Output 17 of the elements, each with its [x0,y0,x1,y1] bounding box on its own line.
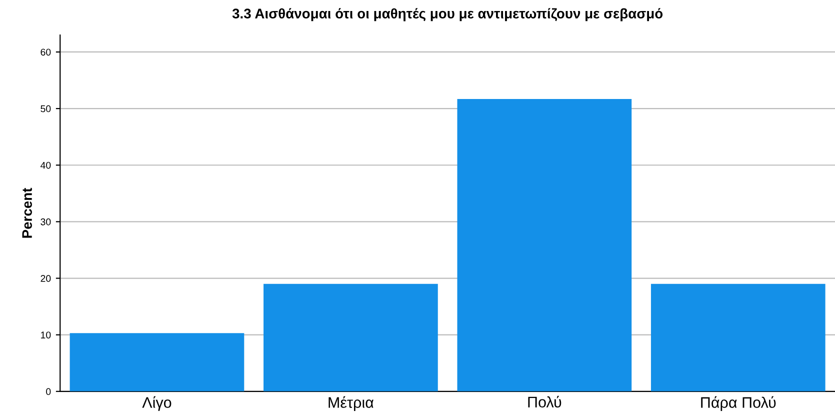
bar [457,98,632,392]
y-axis-title: Percent [22,188,32,238]
y-tick-label: 50 [40,105,51,112]
bar [650,284,826,392]
bar [264,284,438,392]
x-tick-label: Μέτρια [328,396,374,411]
y-tick-label: 30 [40,218,51,226]
y-tick-label: 10 [41,332,51,338]
y-tick-label: 60 [40,48,51,56]
x-tick-label: Λίγο [142,396,172,411]
x-tick-label: Πάρα Πολύ [701,396,776,411]
x-tick-label: Πολύ [528,396,562,408]
chart-title: 3.3 Αισθάνομαι ότι οι μαθητές μου με αντιμετωπίζουν με σεβασμό [232,8,663,22]
y-tick-label: 20 [40,274,51,282]
y-tick-label: 40 [40,162,51,169]
y-tick-label: 0 [46,388,51,396]
bar [70,333,244,392]
